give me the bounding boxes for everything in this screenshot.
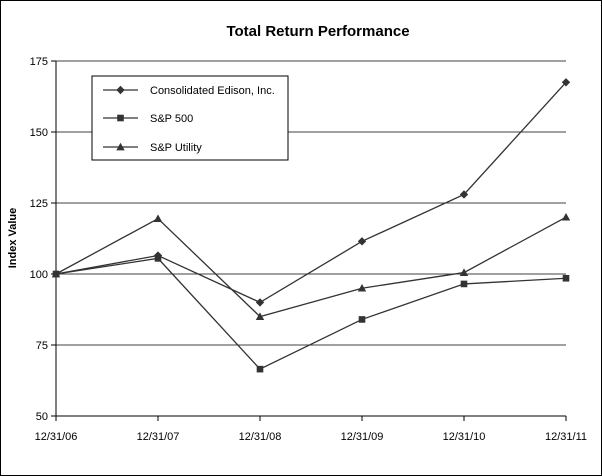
legend-label: Consolidated Edison, Inc. xyxy=(150,85,275,97)
data-point-s-p-utility xyxy=(51,269,61,278)
series-line-s-p-500 xyxy=(55,257,567,370)
y-tick-label: 50 xyxy=(36,411,48,423)
legend-label: S&P 500 xyxy=(150,113,193,125)
data-point-s-p-utility xyxy=(255,312,265,320)
data-point-s-p-utility xyxy=(561,213,571,221)
x-tick-label: 12/31/08 xyxy=(239,431,282,443)
x-tick-label: 12/31/11 xyxy=(545,431,587,443)
legend-item-s-p-utility: S&P Utility xyxy=(103,142,202,154)
legend-marker-triangle-icon xyxy=(116,142,125,151)
data-point-s-p-500 xyxy=(358,316,366,323)
data-point-s-p-utility xyxy=(459,268,469,276)
x-tick-label: 12/31/06 xyxy=(35,431,78,443)
legend-item-consolidated-edison-inc: Consolidated Edison, Inc. xyxy=(103,85,275,97)
data-point-s-p-utility xyxy=(357,284,367,292)
data-point-consolidated-edison-inc xyxy=(255,298,265,307)
legend-item-s-p-500: S&P 500 xyxy=(103,113,193,125)
y-axis-title: Index Value xyxy=(7,208,19,269)
x-tick-label: 12/31/07 xyxy=(137,431,180,443)
data-point-s-p-500 xyxy=(256,365,264,373)
series-line-s-p-utility xyxy=(55,216,567,318)
gridlines xyxy=(56,60,566,346)
series-line-consolidated-edison-inc xyxy=(55,81,567,304)
x-tick-label: 12/31/09 xyxy=(341,431,384,443)
y-tick-label: 125 xyxy=(30,198,48,210)
data-point-consolidated-edison-inc xyxy=(357,237,367,246)
legend-marker-diamond-icon xyxy=(116,85,125,95)
data-point-s-p-500 xyxy=(154,255,162,262)
series-s-p-utility xyxy=(51,213,571,320)
y-tick-label: 100 xyxy=(30,269,48,281)
series-group xyxy=(51,78,571,373)
y-tick-label: 175 xyxy=(30,56,48,68)
x-tick-label: 12/31/10 xyxy=(443,431,486,443)
data-point-s-p-utility xyxy=(153,214,163,222)
y-tick-label: 75 xyxy=(36,340,48,352)
data-point-s-p-500 xyxy=(460,280,468,288)
data-point-consolidated-edison-inc xyxy=(561,78,571,87)
series-s-p-500 xyxy=(52,255,570,373)
data-point-consolidated-edison-inc xyxy=(459,190,469,199)
axes xyxy=(51,60,567,421)
data-point-s-p-500 xyxy=(562,274,570,282)
tick-labels: 50 75 100 125 150 175 12/31/06 12/31/07 12/31/08… xyxy=(30,56,587,443)
chart-title: Total Return Performance xyxy=(226,23,409,40)
y-tick-label: 150 xyxy=(30,127,48,139)
legend-label: S&P Utility xyxy=(150,142,202,154)
legend: Consolidated Edison, Inc. S&P 500 S&P Util… xyxy=(91,75,289,161)
legend-marker-square-icon xyxy=(117,114,124,122)
